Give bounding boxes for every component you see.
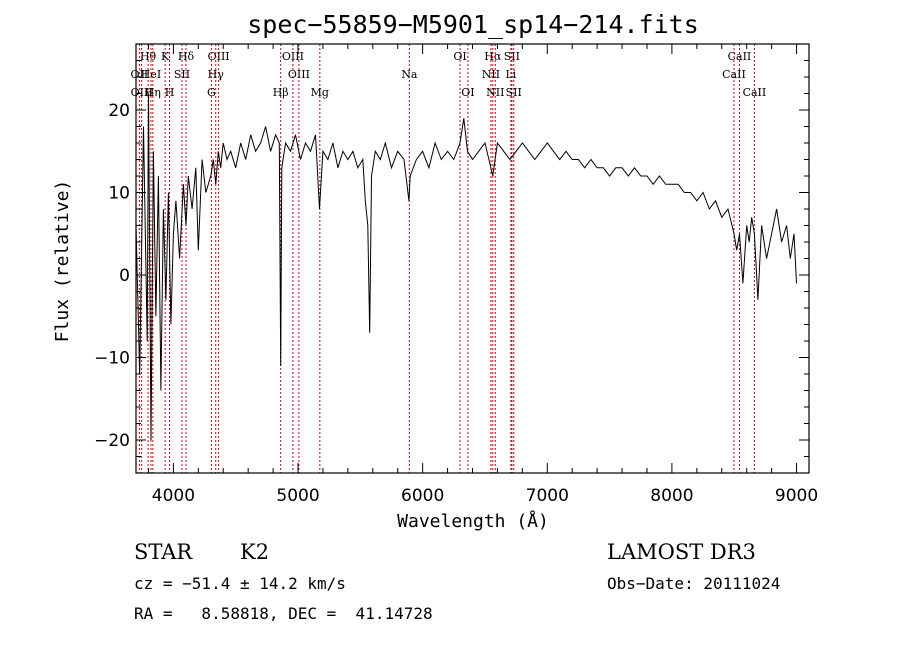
- line-label: CaII: [728, 50, 752, 63]
- line-label: OIII: [208, 50, 230, 63]
- y-tick-label: 0: [119, 266, 130, 286]
- line-label: Li: [505, 68, 516, 81]
- y-tick-label: 10: [108, 184, 130, 204]
- line-label: Hα: [484, 50, 502, 63]
- chart-title: spec−55859−M5901_sp14−214.fits: [247, 10, 699, 39]
- y-tick-label: −20: [94, 431, 130, 451]
- line-label: OI: [453, 50, 466, 63]
- line-label: Hδ: [178, 50, 195, 63]
- line-label: OIII: [288, 68, 310, 81]
- x-tick-label: 8000: [650, 486, 693, 506]
- ra-dec-coordinates: RA = 8.58818, DEC = 41.14728: [134, 604, 433, 623]
- x-tick-label: 9000: [775, 486, 818, 506]
- spectrum-line: [135, 93, 797, 441]
- line-label: SII: [504, 50, 520, 63]
- line-label: Hγ: [208, 68, 225, 81]
- line-label: Hβ: [273, 86, 289, 99]
- x-tick-label: 5000: [276, 486, 319, 506]
- line-label: HeI: [141, 68, 161, 81]
- line-label: Hθ: [140, 50, 157, 63]
- object-class: STAR: [134, 540, 193, 564]
- line-label: Mg: [311, 86, 329, 99]
- x-tick-label: 6000: [401, 486, 444, 506]
- y-tick-label: 20: [108, 101, 130, 121]
- x-tick-label: 7000: [526, 486, 569, 506]
- line-label: Na: [401, 68, 418, 81]
- line-label: OII: [131, 68, 149, 81]
- line-label: SII: [506, 86, 522, 99]
- object-subclass: K2: [240, 540, 269, 564]
- x-tick-label: 4000: [152, 486, 195, 506]
- line-label: Hη: [145, 86, 161, 99]
- line-label: H: [165, 86, 175, 99]
- line-label: SII: [174, 68, 190, 81]
- observation-date: Obs−Date: 20111024: [607, 574, 780, 593]
- line-label: NII: [486, 86, 504, 99]
- line-label: CaII: [722, 68, 746, 81]
- line-label: K: [161, 50, 170, 63]
- line-label: OI: [461, 86, 474, 99]
- x-axis-label: Wavelength (Å): [397, 510, 549, 532]
- survey-name: LAMOST DR3: [607, 540, 756, 564]
- line-label: OIII: [282, 50, 304, 63]
- line-label: NII: [482, 68, 500, 81]
- line-label: G: [207, 86, 216, 99]
- line-label: CaII: [743, 86, 767, 99]
- y-tick-label: −10: [94, 349, 130, 369]
- plot-frame: [135, 43, 810, 474]
- redshift-value: cz = −51.4 ± 14.2 km/s: [134, 574, 346, 593]
- y-axis-label: Flux (relative): [52, 180, 73, 343]
